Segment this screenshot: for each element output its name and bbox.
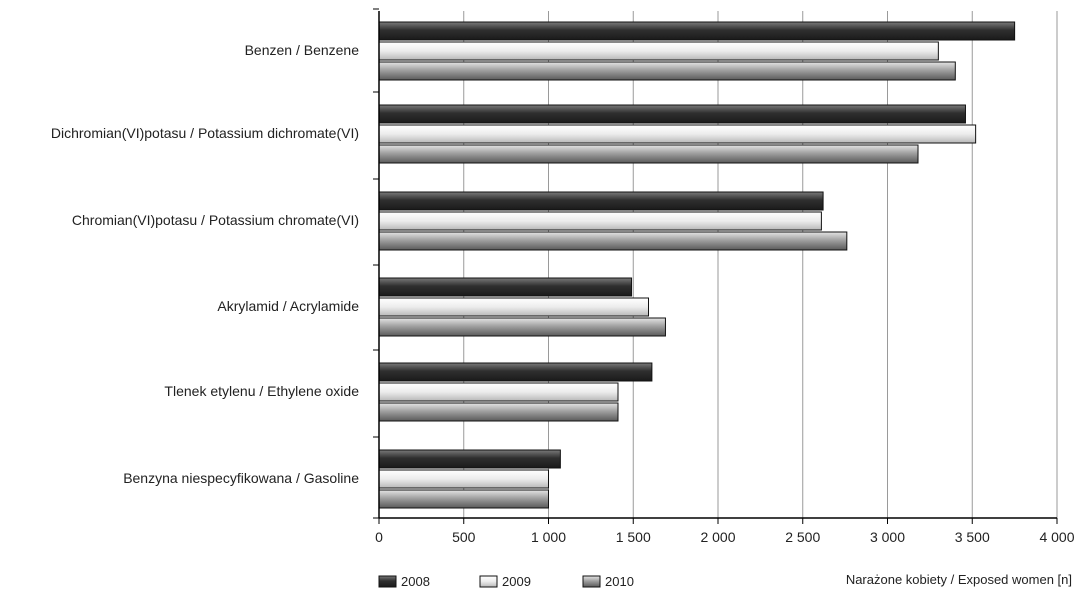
x-tick-label: 500 xyxy=(452,529,476,545)
x-tick-label: 1 000 xyxy=(531,529,566,545)
x-tick-label: 2 500 xyxy=(785,529,820,545)
x-tick-label: 3 500 xyxy=(955,529,990,545)
category-label: Benzen / Benzene xyxy=(245,42,360,58)
bar-2009 xyxy=(378,41,939,61)
gridlines xyxy=(463,11,1058,518)
bar-2008 xyxy=(378,362,653,382)
category-label: Tlenek etylenu / Ethylene oxide xyxy=(164,383,359,399)
bars xyxy=(378,21,1016,509)
bar-2009 xyxy=(378,297,650,317)
bar-2010 xyxy=(378,61,956,81)
legend-label: 2008 xyxy=(401,574,430,589)
bar-2009 xyxy=(378,211,822,231)
bar-2010 xyxy=(378,489,549,509)
bar-2008 xyxy=(378,104,966,124)
category-label: Dichromian(VI)potasu / Potassium dichrom… xyxy=(51,125,359,141)
legend-label: 2009 xyxy=(502,574,531,589)
category-labels: Benzen / Benzene Dichromian(VI)potasu / P… xyxy=(51,42,359,486)
legend-swatch-2009 xyxy=(479,575,498,588)
x-tick-label: 1 500 xyxy=(616,529,651,545)
bar-2009 xyxy=(378,469,549,489)
bar-2009 xyxy=(378,124,977,144)
legend-swatch-2008 xyxy=(378,575,397,588)
x-tick-labels: 0 500 1 000 1 500 2 000 2 500 3 000 3 500 4 000 xyxy=(375,529,1075,545)
x-tick-label: 2 000 xyxy=(700,529,735,545)
x-tick-label: 0 xyxy=(375,529,383,545)
category-label: Akrylamid / Acrylamide xyxy=(217,298,359,314)
category-label: Chromian(VI)potasu / Potassium chromate(… xyxy=(72,212,359,228)
x-tick-label: 3 000 xyxy=(870,529,905,545)
category-label: Benzyna niespecyfikowana / Gasoline xyxy=(123,470,359,486)
bar-2010 xyxy=(378,402,619,422)
axes xyxy=(373,8,1058,524)
bar-2008 xyxy=(378,191,824,211)
bar-2010 xyxy=(378,144,919,164)
bar-2008 xyxy=(378,449,561,469)
x-axis-title: Narażone kobiety / Exposed women [n] xyxy=(846,572,1072,587)
legend: 2008 2009 2010 xyxy=(378,574,634,589)
bar-2010 xyxy=(378,317,666,337)
bar-2008 xyxy=(378,277,633,297)
bar-2008 xyxy=(378,21,1016,41)
x-tick-label: 4 000 xyxy=(1039,529,1074,545)
legend-swatch-2010 xyxy=(582,575,601,588)
legend-label: 2010 xyxy=(605,574,634,589)
bar-2010 xyxy=(378,231,848,251)
bar-2009 xyxy=(378,382,619,402)
